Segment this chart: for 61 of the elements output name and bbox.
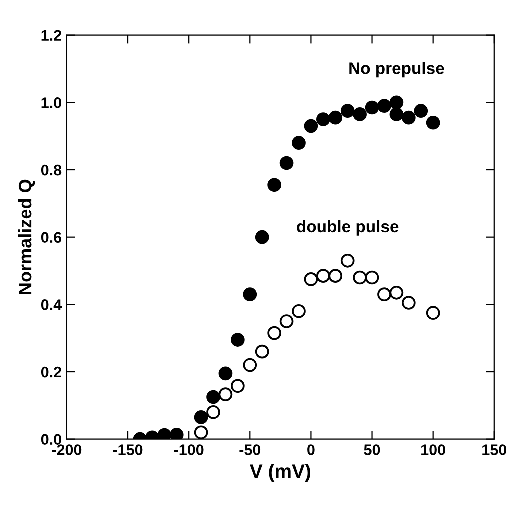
point — [206, 390, 220, 404]
point — [328, 110, 343, 125]
x-tick-label: -200 — [52, 444, 82, 456]
series-label: double pulse — [297, 220, 399, 236]
point — [378, 288, 392, 302]
point — [280, 314, 294, 328]
point — [218, 388, 233, 402]
point — [390, 108, 404, 122]
point — [280, 156, 294, 170]
point — [304, 272, 318, 286]
point — [328, 269, 343, 283]
point — [243, 288, 258, 302]
point — [304, 119, 318, 134]
point — [231, 379, 245, 394]
y-tick-label: 0.2 — [41, 366, 62, 378]
y-tick-label: 0.0 — [41, 434, 62, 446]
point — [243, 358, 258, 372]
point — [268, 326, 282, 340]
point — [316, 269, 330, 283]
y-tick-label: 0.6 — [41, 232, 62, 244]
point — [378, 99, 392, 113]
y-tick-label: 1.0 — [42, 98, 62, 108]
x-tick-label: 0 — [308, 444, 315, 456]
x-tick-label: -50 — [240, 444, 261, 456]
x-tick-label: -100 — [174, 444, 204, 456]
point — [316, 112, 330, 126]
point — [158, 428, 172, 440]
point — [426, 116, 440, 130]
point — [292, 304, 306, 318]
point — [170, 428, 184, 440]
point — [194, 426, 208, 440]
y-tick-label: 0.8 — [41, 164, 62, 176]
x-tick-label: -150 — [113, 444, 143, 456]
x-tick-label: 100 — [422, 444, 446, 456]
point — [292, 136, 306, 150]
x-tick-label: 50 — [364, 444, 380, 456]
point — [218, 366, 233, 381]
point — [414, 104, 428, 118]
point — [206, 406, 220, 420]
y-axis-title: Normalized Q — [18, 180, 36, 294]
point — [402, 296, 416, 310]
point — [426, 306, 440, 320]
x-tick-label: 150 — [482, 444, 507, 456]
y-tick-label: 1.2 — [42, 30, 62, 41]
point — [365, 100, 380, 115]
y-tick-label: 0.4 — [41, 300, 62, 310]
point — [340, 104, 355, 118]
point — [231, 333, 245, 347]
point — [365, 270, 380, 285]
point — [255, 344, 270, 359]
point — [353, 270, 367, 285]
point — [340, 254, 355, 268]
point — [402, 110, 416, 125]
legend-label: No prepulse — [350, 62, 444, 78]
point — [390, 96, 404, 110]
point — [353, 108, 367, 122]
point — [390, 286, 404, 300]
point — [255, 230, 270, 244]
x-axis-title: V (mV) — [250, 464, 310, 482]
point — [268, 178, 282, 192]
point — [194, 410, 208, 424]
